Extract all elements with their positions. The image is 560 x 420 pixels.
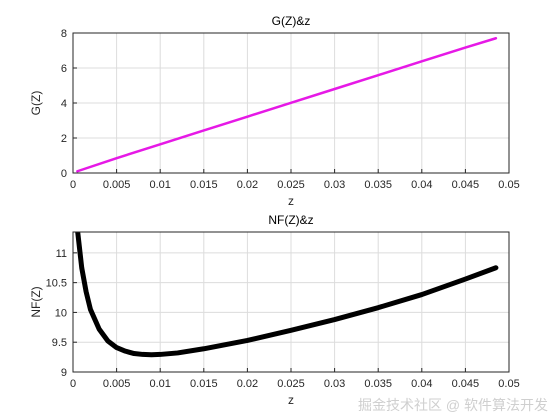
series-line <box>75 232 499 358</box>
x-tick-label: 0.04 <box>411 378 432 390</box>
x-tick-label: 0.03 <box>324 378 345 390</box>
y-tick-label: 9 <box>61 367 67 379</box>
y-tick-label: 6 <box>61 63 67 75</box>
x-tick-label: 0.035 <box>364 179 392 191</box>
x-tick-label: 0.01 <box>149 378 170 390</box>
y-tick-label: 8 <box>61 28 67 40</box>
x-tick-label: 0.01 <box>149 179 170 191</box>
watermark: 掘金技术社区 @ 软件算法开发 <box>358 397 548 413</box>
axes-frame <box>72 231 510 373</box>
x-tick-label: 0 <box>70 179 76 191</box>
chart-g-vs-z: 0 0.005 0.01 0.015 0.02 0.025 0.03 0.035 0.04 0.0… <box>29 14 520 208</box>
x-tick-label: 0.05 <box>498 179 519 191</box>
y-tick-label: 4 <box>61 98 67 110</box>
x-axis-label: z <box>288 194 294 208</box>
y-tick-label: 9.5 <box>52 337 67 349</box>
x-axis-label: z <box>288 393 294 407</box>
x-tick-label: 0 <box>70 378 76 390</box>
x-tick-label: 0.025 <box>277 378 305 390</box>
series-line <box>76 37 498 173</box>
x-tick-label: 0.015 <box>190 378 218 390</box>
x-tick-label: 0.045 <box>452 179 480 191</box>
y-tick-label: 10.5 <box>46 278 67 290</box>
chart-title: G(Z)&z <box>272 14 311 28</box>
x-tick-label: 0.02 <box>237 378 258 390</box>
x-tick-label: 0.045 <box>452 378 480 390</box>
y-tick-label: 2 <box>61 133 67 145</box>
x-tick-label: 0.03 <box>324 179 345 191</box>
y-axis-label: NF(Z) <box>29 286 43 317</box>
y-tick-label: 10 <box>55 307 67 319</box>
y-axis-label: G(Z) <box>29 91 43 116</box>
x-tick-label: 0.005 <box>103 378 131 390</box>
x-tick-label: 0.02 <box>237 179 258 191</box>
axes-frame <box>72 32 510 174</box>
x-tick-label: 0.015 <box>190 179 218 191</box>
x-tick-label: 0.04 <box>411 179 432 191</box>
chart-nf-vs-z: 0 0.005 0.01 0.015 0.02 0.025 0.03 0.035 0.04 0.0… <box>29 213 520 407</box>
chart-title: NF(Z)&z <box>268 213 313 227</box>
x-tick-label: 0.05 <box>498 378 519 390</box>
x-tick-label: 0.035 <box>364 378 392 390</box>
y-tick-label: 0 <box>61 168 67 180</box>
x-tick-label: 0.005 <box>103 179 131 191</box>
x-tick-label: 0.025 <box>277 179 305 191</box>
y-tick-label: 11 <box>56 248 67 260</box>
